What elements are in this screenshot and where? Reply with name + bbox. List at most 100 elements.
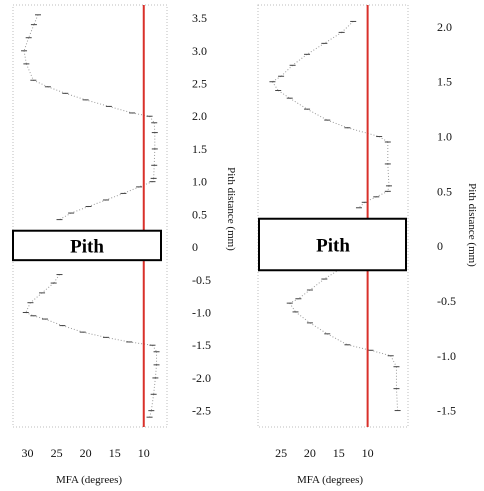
x-tick-label: 20 — [304, 446, 316, 460]
y-tick-label: -0.5 — [437, 294, 456, 308]
series-segment — [153, 122, 156, 133]
series-segment — [154, 364, 158, 378]
x-tick-label: 20 — [80, 446, 92, 460]
series-segment — [152, 344, 157, 353]
y-tick-label: -1.5 — [437, 404, 456, 418]
series-segment — [272, 81, 279, 91]
series-segment — [376, 190, 389, 198]
series-segment — [47, 86, 66, 94]
y-tick-label: 0.5 — [192, 207, 207, 221]
series-segment — [309, 278, 325, 291]
series-segment — [105, 192, 124, 201]
plot-area — [257, 4, 409, 428]
series-segment — [62, 325, 83, 333]
series-segment — [44, 318, 63, 327]
series-segment — [327, 119, 348, 129]
series-segment — [33, 315, 46, 320]
y-tick-label: 2.0 — [192, 109, 207, 123]
chart-right: Pith 25 20 15 10 2.01.51.00.50-0.5-1.0-1.5 … — [257, 4, 478, 486]
series-segment — [53, 274, 60, 284]
series-segment — [88, 199, 107, 207]
series-segment — [25, 63, 34, 81]
y-tick-label: -2.5 — [192, 404, 211, 418]
series-segment — [153, 377, 156, 395]
y-tick-label: 2.0 — [437, 20, 452, 34]
series-segment — [289, 298, 299, 304]
series-segment — [82, 331, 107, 338]
series-segment — [272, 75, 282, 83]
y-tick-label: -2.0 — [192, 371, 211, 385]
series-segment — [326, 333, 348, 346]
y-axis-label: Pith distance (mm) — [466, 183, 478, 267]
series-segment — [33, 14, 39, 25]
x-tick-label: 30 — [22, 446, 34, 460]
series-segment — [108, 105, 133, 114]
series-segment — [292, 53, 308, 66]
series-segment — [358, 201, 366, 209]
series-segment — [153, 165, 155, 179]
series-segment — [309, 322, 328, 335]
series-segment — [65, 92, 86, 101]
series-segment — [152, 178, 155, 182]
series-segment — [306, 42, 325, 55]
series-segment — [150, 394, 155, 411]
y-tick-label: 1.0 — [192, 175, 207, 189]
y-tick-label: -1.0 — [437, 349, 456, 363]
series-segment — [347, 344, 371, 351]
x-tick-labels: 25 20 15 10 — [275, 446, 374, 460]
series-segment — [25, 302, 31, 313]
series-segment — [28, 24, 35, 38]
series-segment — [289, 97, 308, 110]
series-segment — [129, 341, 153, 346]
y-tick-label: 3.0 — [192, 44, 207, 58]
series-segment — [324, 31, 342, 44]
y-tick-label: 3.5 — [192, 11, 207, 25]
y-axis-label: Pith distance (mm) — [225, 167, 237, 251]
series-segment — [30, 292, 43, 304]
x-tick-label: 25 — [51, 446, 63, 460]
series-segment — [295, 311, 311, 324]
series-segment — [149, 410, 152, 418]
y-tick-label: -1.5 — [192, 338, 211, 352]
x-tick-label: 10 — [362, 446, 374, 460]
series-segment — [289, 302, 296, 313]
pith-label: Pith — [316, 235, 350, 256]
series-segment — [390, 355, 397, 367]
x-axis-label: MFA (degrees) — [56, 474, 122, 486]
y-tick-label: 2.5 — [192, 77, 207, 91]
series-segment — [23, 37, 30, 51]
x-tick-label: 15 — [109, 446, 121, 460]
series-segment — [153, 148, 156, 166]
y-tick-labels: 2.0 1.5 1.0 0.5 0 -0.5 -1.0 -1.5 — [437, 20, 456, 418]
y-tick-label: 0 — [192, 240, 198, 254]
y-tick-label: 1.5 — [437, 75, 452, 89]
series-segment — [395, 388, 399, 411]
series-segment — [123, 186, 140, 194]
pith-label: Pith — [70, 236, 104, 257]
series-segment — [378, 136, 389, 143]
x-tick-label: 25 — [275, 446, 287, 460]
series-segment — [149, 115, 155, 124]
series-segment — [387, 163, 390, 186]
series-segment — [59, 212, 72, 221]
series-segment — [364, 196, 377, 203]
series-segment — [23, 50, 27, 64]
series-segment — [25, 312, 34, 317]
series-segment — [85, 99, 110, 107]
series-segment — [33, 79, 49, 88]
x-tick-label: 10 — [138, 446, 150, 460]
series-segment — [347, 127, 380, 138]
data-series — [269, 20, 401, 412]
y-tick-label: -0.5 — [192, 273, 211, 287]
y-tick-label: 1.0 — [437, 130, 452, 144]
series-segment — [277, 90, 291, 99]
series-segment — [105, 336, 130, 343]
series-segment — [341, 21, 354, 33]
chart-left: Pith 30 25 20 15 10 3.5 3.0 2.5 2.0 1.5 1.0 0.5 0 -0… — [12, 4, 237, 486]
series-segment — [70, 206, 89, 214]
series-segment — [387, 185, 390, 192]
x-tick-labels: 30 25 20 15 10 — [22, 446, 150, 460]
series-segment — [138, 181, 153, 188]
y-tick-label: 1.5 — [192, 142, 207, 156]
y-tick-label: -1.0 — [192, 306, 211, 320]
